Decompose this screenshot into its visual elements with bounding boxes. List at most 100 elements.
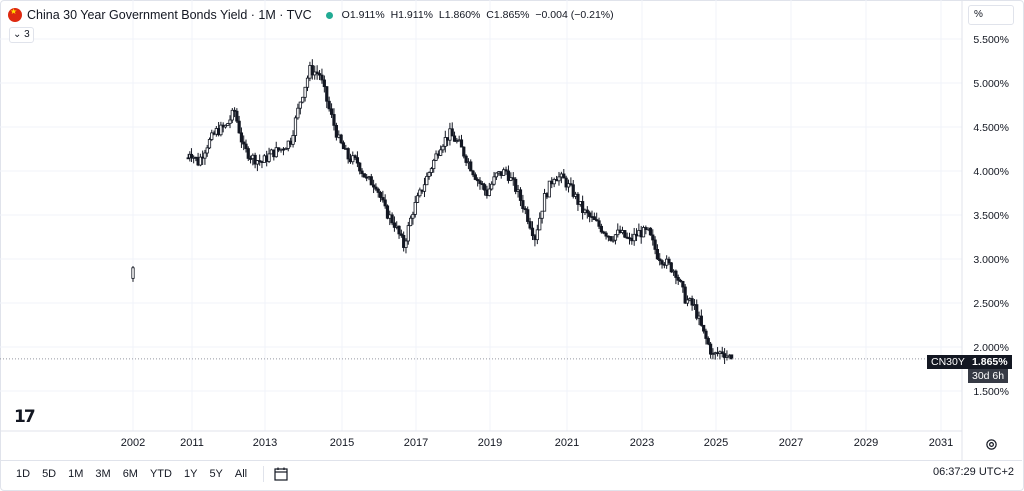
candle-body (239, 132, 244, 143)
candle-body (669, 262, 673, 273)
candle-body (494, 172, 499, 178)
range-5y[interactable]: 5Y (209, 468, 223, 480)
candle-body (253, 154, 257, 165)
candle-body (678, 279, 683, 282)
clock[interactable]: 06:37:29 UTC+2 (932, 466, 1014, 478)
range-6m[interactable]: 6M (122, 468, 138, 480)
range-1m[interactable]: 1M (68, 468, 84, 480)
candle-body (320, 74, 324, 81)
candle-body (569, 183, 573, 186)
candle-body (540, 210, 544, 219)
candle-body (730, 354, 734, 360)
candle-body (284, 148, 288, 151)
candle-body (459, 139, 464, 148)
symbol-tag: CN30Y (927, 355, 969, 369)
candle-body (329, 108, 334, 115)
candle-body (411, 213, 415, 219)
candle-body (690, 298, 694, 306)
candle-body (585, 209, 589, 214)
candle-body (291, 135, 295, 145)
candle-body (226, 123, 230, 126)
candle-body (526, 209, 530, 222)
range-3m[interactable]: 3M (95, 468, 111, 480)
candle-body (599, 225, 603, 233)
open-value: O1.911% (341, 9, 385, 21)
low-value: L1.860% (438, 9, 481, 21)
candle-body (409, 217, 413, 227)
series-legend[interactable]: China 30 Year Government Bonds Yield · 1… (8, 6, 617, 24)
y-tick-label: 1.500% (973, 386, 1009, 398)
candle-body (588, 212, 592, 217)
candle-body (651, 234, 655, 241)
candle-body (429, 168, 434, 173)
indicators-toggle[interactable]: ⌄ 3 (9, 27, 34, 43)
x-tick-label: 2013 (253, 437, 277, 449)
candle-body (595, 219, 599, 222)
candle-body (374, 186, 378, 190)
candle-body (490, 183, 494, 190)
candle-body (376, 188, 380, 193)
candle-body (538, 217, 542, 231)
range-1y[interactable]: 1Y (183, 468, 198, 480)
candle-body (360, 170, 364, 175)
price-chart[interactable]: 5.500% 5.000% 4.500% 4.000% 3.500% 3.000% 2.50… (0, 0, 1022, 460)
candle-body (504, 169, 508, 172)
candle-body (317, 73, 322, 76)
symbol-title[interactable]: China 30 Year Government Bonds Yield · 1… (27, 8, 312, 22)
candle-body (518, 189, 523, 201)
gear-icon[interactable] (985, 438, 998, 451)
candle-body (298, 101, 302, 109)
candle-body (528, 221, 532, 229)
candle-body (207, 139, 212, 149)
candle-body (613, 234, 618, 241)
candle-body (390, 214, 394, 224)
candle-body (399, 233, 403, 236)
candle-body (203, 152, 207, 159)
candle-body (476, 179, 480, 182)
candle-body (511, 177, 515, 180)
candle-body (381, 197, 385, 201)
candle-body (711, 353, 715, 355)
calendar-goto-icon[interactable] (274, 467, 290, 481)
bottom-divider (0, 460, 1022, 461)
range-all[interactable]: All (234, 468, 248, 480)
candle-body (353, 155, 357, 159)
candle-body (303, 86, 307, 98)
candle-body (611, 239, 615, 242)
candle-body (210, 132, 214, 140)
candle-body (571, 184, 575, 197)
candle-body (557, 176, 561, 182)
scale-mode-button[interactable]: % (968, 5, 1014, 25)
candle-body (702, 324, 706, 332)
candle-body (658, 258, 662, 262)
candle-body (228, 119, 232, 124)
candle-body (547, 180, 551, 198)
candle-body (258, 160, 262, 163)
y-tick-label: 5.000% (973, 78, 1009, 90)
candle-body (305, 77, 310, 88)
candle-body (244, 143, 248, 149)
range-ytd[interactable]: YTD (149, 468, 172, 480)
candle-body (523, 208, 527, 211)
candle-body (322, 79, 326, 88)
range-1d[interactable]: 1D (16, 468, 31, 480)
candle-body (383, 199, 387, 207)
market-status-icon (325, 11, 333, 19)
candle-body (392, 222, 397, 228)
range-5d[interactable]: 5D (42, 468, 57, 480)
x-tick-label: 2031 (929, 437, 953, 449)
candle-body (452, 135, 457, 142)
candle-body (492, 176, 496, 185)
candle-body (521, 200, 525, 209)
change-value: −0.004 (−0.21%) (535, 9, 614, 21)
candle-body (351, 155, 355, 163)
candle-body (685, 299, 690, 304)
candle-body (406, 225, 410, 242)
candle-body (301, 96, 305, 103)
y-tick-label: 2.500% (973, 298, 1009, 310)
x-tick-label: 2017 (404, 437, 428, 449)
candle-body (346, 148, 350, 160)
candle-body (358, 162, 362, 172)
candle-body (255, 160, 259, 165)
candle-body (704, 330, 708, 339)
